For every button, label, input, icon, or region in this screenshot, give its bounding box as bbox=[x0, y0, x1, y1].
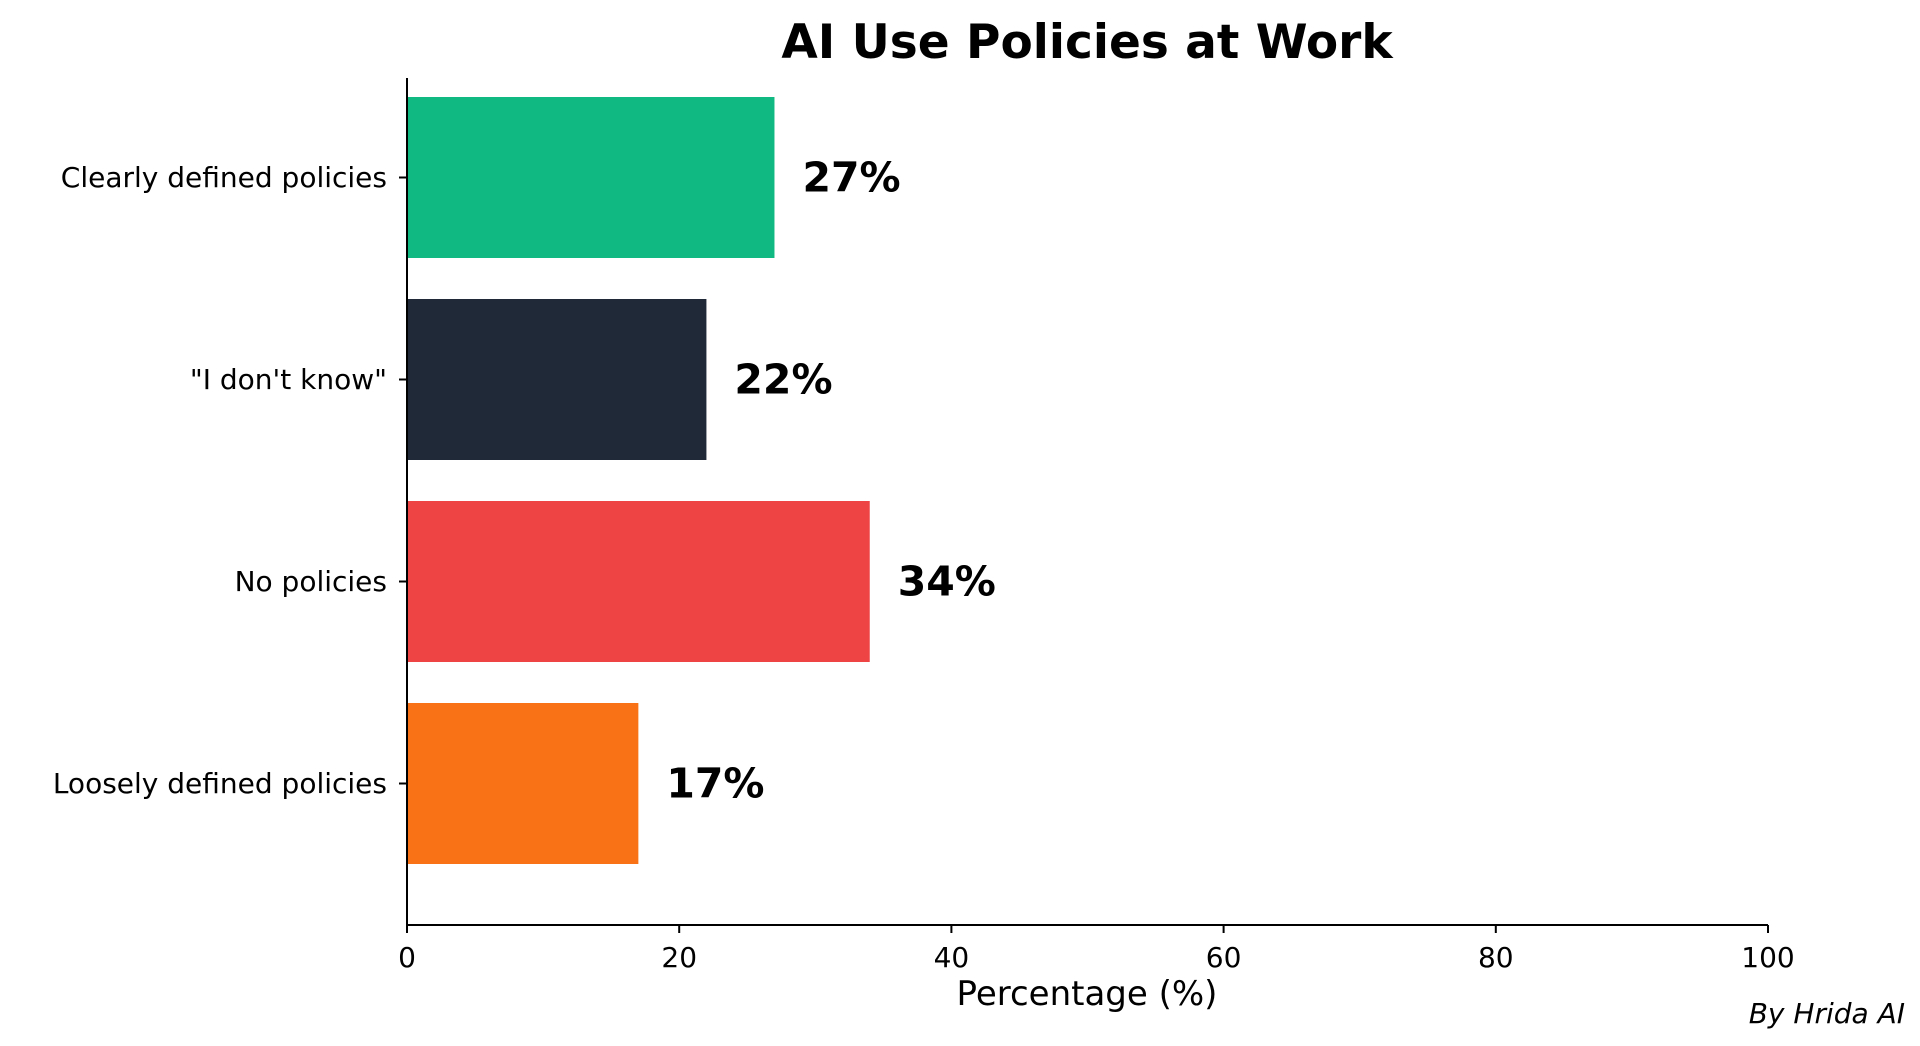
category-label-1: Clearly defined policies bbox=[61, 161, 387, 194]
bar-4 bbox=[407, 703, 639, 864]
bar-2 bbox=[407, 299, 707, 460]
credit-text: By Hrida AI bbox=[1749, 997, 1905, 1030]
x-axis-ticks: 0 20 40 60 80 100 bbox=[398, 925, 1795, 974]
value-labels-group: 27% 22% 34% 17% bbox=[666, 154, 996, 808]
value-label-2: 22% bbox=[734, 356, 832, 404]
x-tick-label-0: 0 bbox=[398, 941, 416, 974]
bars-group bbox=[407, 97, 870, 864]
value-label-4: 17% bbox=[666, 760, 764, 808]
category-label-3: No policies bbox=[235, 565, 387, 598]
y-axis-ticks: Clearly defined policies "I don't know" No… bbox=[53, 161, 407, 800]
x-axis-label: Percentage (%) bbox=[957, 974, 1218, 1014]
bar-3 bbox=[407, 501, 870, 662]
x-tick-label-100: 100 bbox=[1741, 941, 1794, 974]
chart-title: AI Use Policies at Work bbox=[781, 15, 1394, 70]
bar-1 bbox=[407, 97, 775, 258]
x-tick-label-60: 60 bbox=[1206, 941, 1242, 974]
category-label-2: "I don't know" bbox=[190, 363, 387, 396]
x-tick-label-40: 40 bbox=[934, 941, 970, 974]
value-label-3: 34% bbox=[898, 558, 996, 606]
x-tick-label-20: 20 bbox=[661, 941, 697, 974]
value-label-1: 27% bbox=[802, 154, 900, 202]
x-tick-label-80: 80 bbox=[1478, 941, 1514, 974]
category-label-4: Loosely defined policies bbox=[53, 767, 387, 800]
